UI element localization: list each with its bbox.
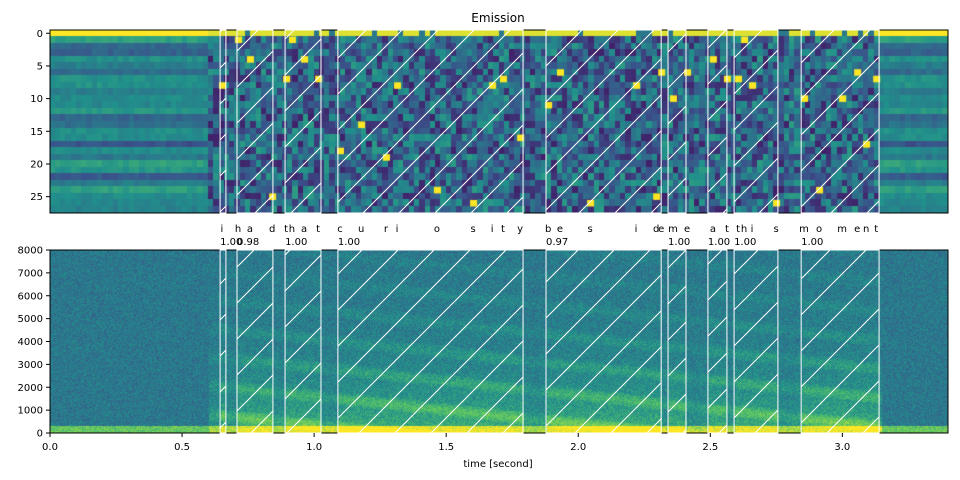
char-label: s <box>773 224 778 235</box>
word-score: 0.98 <box>237 237 259 248</box>
char-label: i <box>491 224 494 235</box>
char-label: n <box>863 224 869 235</box>
emission-word-segment <box>733 29 779 214</box>
char-label: e <box>684 224 690 235</box>
spectrogram-word-segment <box>667 249 687 434</box>
spectrogram-word-segment <box>707 249 728 434</box>
spectrogram-y-tick-label: 6000 <box>18 291 43 302</box>
word-score: 1.00 <box>220 237 242 248</box>
char-label: s <box>588 224 593 235</box>
spectrogram-word-segment <box>545 249 662 434</box>
emission-y-tick-label: 20 <box>30 159 43 170</box>
char-label: s <box>471 224 476 235</box>
word-score: 1.00 <box>708 237 730 248</box>
emission-y-tick-label: 0 <box>37 29 43 40</box>
spectrogram-y-tick-label: 3000 <box>18 360 43 371</box>
char-label: a <box>301 224 307 235</box>
char-label: i <box>221 224 224 235</box>
spectrogram-word-segment <box>337 249 524 434</box>
char-label: e <box>854 224 860 235</box>
spectrogram-y-tick-label: 2000 <box>18 383 43 394</box>
x-tick-label: 1.0 <box>306 442 322 453</box>
emission-word-segment <box>707 29 728 214</box>
char-label: m <box>799 224 809 235</box>
char-label: t <box>736 224 740 235</box>
spectrogram-word-segment <box>219 249 227 434</box>
char-label: u <box>358 224 364 235</box>
char-label: r <box>384 224 389 235</box>
char-label: e <box>658 224 664 235</box>
emission-word-segment <box>236 29 274 214</box>
word-score: 1.00 <box>338 237 360 248</box>
spectrogram-y-tick-label: 0 <box>37 429 43 440</box>
spectrogram-y-tick-label: 5000 <box>18 314 43 325</box>
char-label: y <box>517 224 523 235</box>
x-tick-label: 1.5 <box>438 442 454 453</box>
char-label: t <box>874 224 878 235</box>
x-tick-label: 0.5 <box>174 442 190 453</box>
char-label: a <box>710 224 716 235</box>
spectrogram-y-tick-label: 1000 <box>18 406 43 417</box>
char-label: m <box>668 224 678 235</box>
emission-word-segment <box>545 29 662 214</box>
x-tick-label: 3.0 <box>834 442 850 453</box>
char-label: m <box>837 224 847 235</box>
char-label: c <box>337 224 343 235</box>
char-label: o <box>816 224 822 235</box>
char-label: i <box>635 224 638 235</box>
emission-y-tick-label: 15 <box>30 127 43 138</box>
char-label: b <box>545 224 551 235</box>
char-label: t <box>501 224 505 235</box>
char-label: h <box>741 224 747 235</box>
word-score: 1.00 <box>668 237 690 248</box>
x-tick-label: 2.0 <box>570 442 586 453</box>
char-label: t <box>725 224 729 235</box>
spectrogram-y-tick-label: 8000 <box>18 246 43 257</box>
emission-word-segment <box>337 29 524 214</box>
x-axis-label: time [second] <box>463 459 532 470</box>
char-label: d <box>653 224 659 235</box>
emission-word-segment <box>667 29 687 214</box>
char-label: h <box>235 224 241 235</box>
char-label: a <box>247 224 253 235</box>
char-label: o <box>434 224 440 235</box>
char-label: d <box>269 224 275 235</box>
spectrogram-word-segment <box>236 249 274 434</box>
x-tick-label: 2.5 <box>702 442 718 453</box>
char-label: i <box>751 224 754 235</box>
spectrogram-y-tick-label: 4000 <box>18 337 43 348</box>
spectrogram-y-tick-label: 7000 <box>18 268 43 279</box>
char-label: h <box>289 224 295 235</box>
word-score: 0.97 <box>546 237 568 248</box>
char-label: t <box>284 224 288 235</box>
word-score: 1.00 <box>734 237 756 248</box>
emission-y-tick-label: 25 <box>30 192 43 203</box>
char-label: i <box>396 224 399 235</box>
char-label: e <box>557 224 563 235</box>
spectrogram-word-segment <box>800 249 880 434</box>
spectrogram-word-segment <box>733 249 779 434</box>
x-tick-label: 0.0 <box>42 442 58 453</box>
emission-y-tick-label: 5 <box>37 61 43 72</box>
emission-y-tick-label: 10 <box>30 94 43 105</box>
word-score: 1.00 <box>285 237 307 248</box>
emission-word-segment <box>219 29 227 214</box>
emission-word-segment <box>800 29 880 214</box>
emission-word-segment <box>284 29 322 214</box>
char-label: t <box>316 224 320 235</box>
spectrogram-word-segment <box>284 249 322 434</box>
emission-title: Emission <box>471 11 524 25</box>
word-score: 1.00 <box>801 237 823 248</box>
